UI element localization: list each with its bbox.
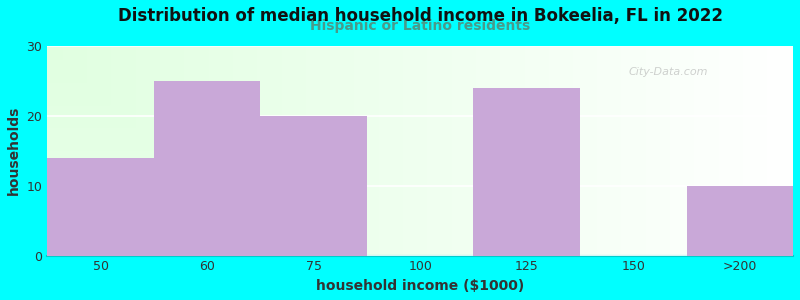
Text: Hispanic or Latino residents: Hispanic or Latino residents [310,20,530,33]
X-axis label: household income ($1000): household income ($1000) [316,279,524,293]
Title: Distribution of median household income in Bokeelia, FL in 2022: Distribution of median household income … [118,7,722,25]
Bar [686,186,793,256]
Bar [154,81,260,256]
Text: City-Data.com: City-Data.com [629,67,709,77]
Bar [260,116,367,256]
Bar [474,88,580,256]
Bar [47,158,154,256]
Y-axis label: households: households [7,106,21,196]
